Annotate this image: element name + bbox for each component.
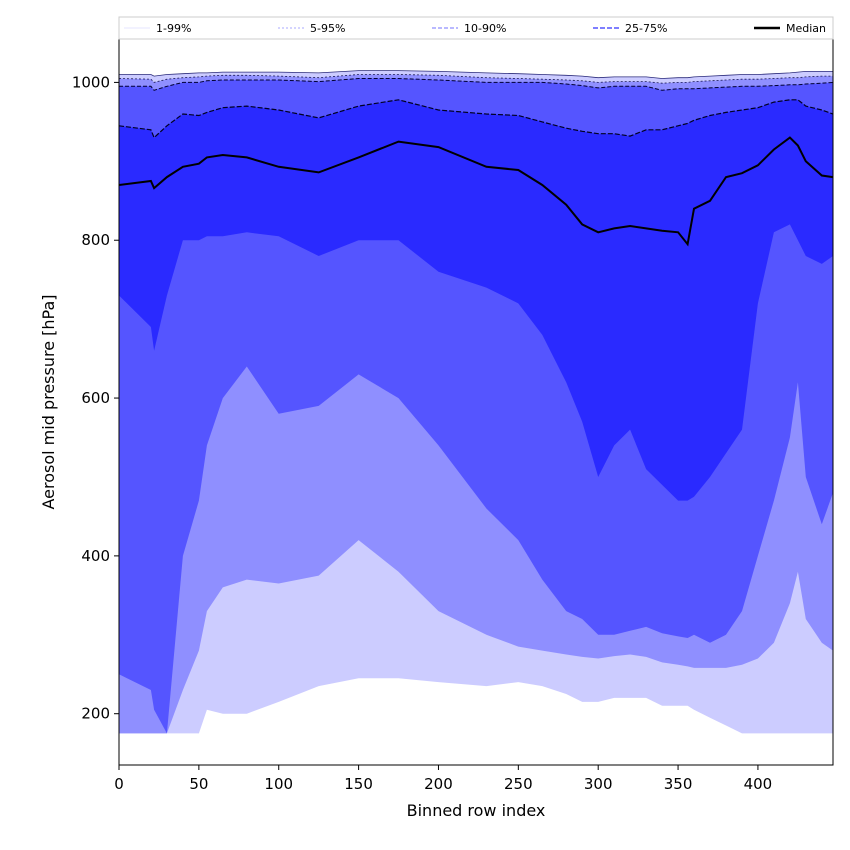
x-tick-label: 50 bbox=[189, 775, 208, 793]
x-tick-label: 300 bbox=[584, 775, 613, 793]
y-tick-label: 400 bbox=[81, 547, 110, 565]
median-line bbox=[119, 136, 833, 247]
band-25-75 bbox=[119, 99, 833, 501]
legend-label: 10-90% bbox=[464, 22, 506, 35]
line-p99 bbox=[119, 70, 833, 79]
line-p95 bbox=[119, 74, 833, 84]
x-axis: 0 50 100 150 200 250 300 350 400 bbox=[114, 765, 772, 793]
legend: 1-99% 5-95% 10-90% 25-75% Median bbox=[118, 16, 834, 40]
line-p75 bbox=[119, 99, 833, 139]
x-tick-label: 350 bbox=[664, 775, 693, 793]
plot-area bbox=[119, 70, 833, 734]
y-tick-label: 1000 bbox=[72, 73, 110, 91]
legend-label: 5-95% bbox=[310, 22, 345, 35]
y-axis: 200 400 600 800 1000 bbox=[72, 73, 119, 723]
line-p90 bbox=[119, 78, 833, 91]
y-tick-label: 200 bbox=[81, 705, 110, 723]
x-axis-label: Binned row index bbox=[407, 801, 546, 820]
legend-box bbox=[118, 16, 834, 40]
legend-label: 1-99% bbox=[156, 22, 191, 35]
x-tick-label: 250 bbox=[504, 775, 533, 793]
x-tick-label: 200 bbox=[424, 775, 453, 793]
y-axis-label: Aerosol mid pressure [hPa] bbox=[39, 294, 58, 509]
x-tick-label: 400 bbox=[744, 775, 773, 793]
y-tick-label: 800 bbox=[81, 231, 110, 249]
y-tick-label: 600 bbox=[81, 389, 110, 407]
x-tick-label: 0 bbox=[114, 775, 124, 793]
x-tick-label: 150 bbox=[344, 775, 373, 793]
legend-label: Median bbox=[786, 22, 826, 35]
legend-label: 25-75% bbox=[625, 22, 667, 35]
x-tick-label: 100 bbox=[264, 775, 293, 793]
